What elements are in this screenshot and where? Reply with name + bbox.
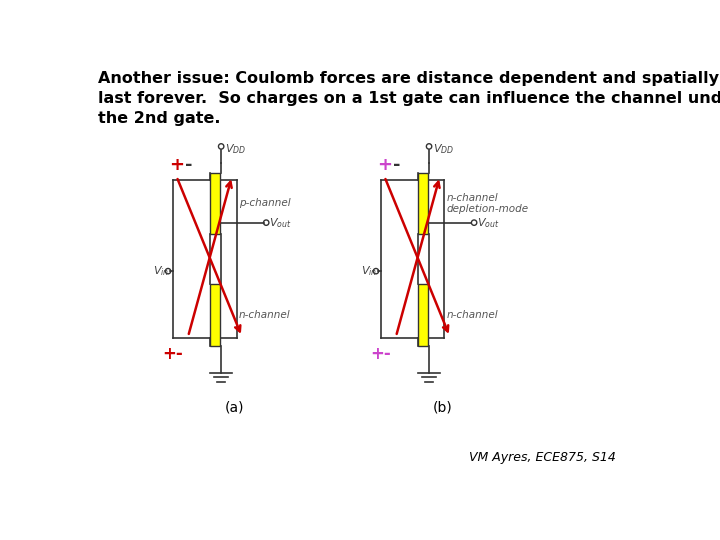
Text: +-: +- (370, 345, 391, 362)
Text: $V_{DD}$: $V_{DD}$ (225, 142, 246, 156)
Text: $V_{DD}$: $V_{DD}$ (433, 142, 454, 156)
Text: $V_{in}$: $V_{in}$ (153, 264, 170, 278)
Text: n-channel: n-channel (447, 193, 498, 203)
Text: $V_{out}$: $V_{out}$ (477, 216, 500, 229)
Text: $V_{out}$: $V_{out}$ (269, 216, 292, 229)
Text: n-channel: n-channel (447, 310, 498, 320)
Text: (b): (b) (432, 401, 452, 415)
Text: p-channel: p-channel (239, 198, 290, 208)
Text: VM Ayres, ECE875, S14: VM Ayres, ECE875, S14 (469, 451, 616, 464)
Bar (418, 173, 428, 234)
Text: (a): (a) (225, 401, 244, 415)
Bar (210, 173, 220, 234)
Text: +: + (169, 156, 184, 174)
Text: -: - (185, 156, 192, 174)
Bar (418, 284, 428, 346)
Text: +-: +- (162, 345, 183, 362)
Text: +: + (377, 156, 392, 174)
Text: -: - (393, 156, 400, 174)
Text: Another issue: Coulomb forces are distance dependent and spatially they
last for: Another issue: Coulomb forces are distan… (98, 71, 720, 126)
Text: n-channel: n-channel (239, 310, 290, 320)
Text: depletion-mode: depletion-mode (447, 204, 529, 214)
Bar (210, 284, 220, 346)
Text: $V_{in}$: $V_{in}$ (361, 264, 377, 278)
